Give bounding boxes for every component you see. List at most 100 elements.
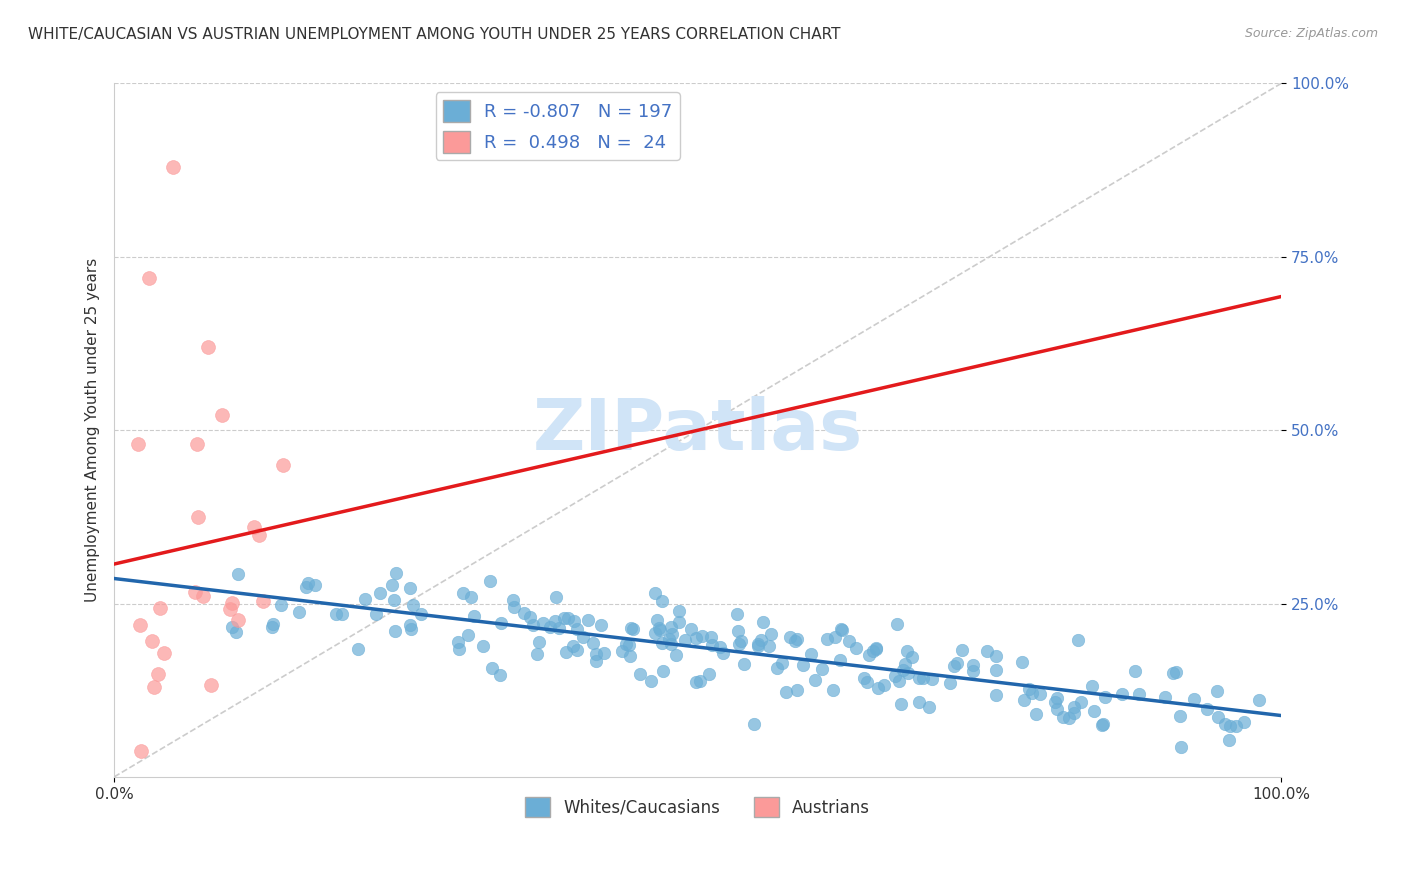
Point: [1063, 699, 1085, 714]
Point: [1011, 656, 1033, 670]
Point: [659, 620, 682, 634]
Point: [460, 590, 482, 604]
Point: [1052, 710, 1074, 724]
Point: [775, 685, 797, 699]
Point: [354, 592, 377, 607]
Point: [792, 658, 814, 673]
Point: [1170, 740, 1192, 755]
Point: [779, 631, 801, 645]
Legend: Whites/Caucasians, Austrians: Whites/Caucasians, Austrians: [519, 790, 877, 824]
Point: [711, 646, 734, 660]
Point: [1247, 693, 1270, 707]
Point: [576, 613, 599, 627]
Point: [1123, 664, 1146, 678]
Point: [883, 669, 905, 683]
Point: [1070, 696, 1092, 710]
Point: [685, 675, 707, 690]
Point: [364, 607, 387, 622]
Point: [752, 615, 775, 629]
Point: [557, 611, 579, 625]
Point: [294, 580, 316, 594]
Point: [382, 593, 405, 607]
Point: [385, 566, 408, 580]
Point: [471, 639, 494, 653]
Point: [1094, 690, 1116, 704]
Point: [1083, 705, 1105, 719]
Point: [617, 638, 640, 652]
Point: [648, 621, 671, 635]
Point: [288, 605, 311, 619]
Point: [489, 615, 512, 630]
Point: [865, 641, 887, 656]
Point: [191, 589, 214, 603]
Point: [162, 160, 184, 174]
Point: [402, 598, 425, 612]
Point: [804, 673, 827, 688]
Point: [463, 608, 485, 623]
Point: [1128, 688, 1150, 702]
Point: [950, 642, 973, 657]
Point: [1213, 717, 1236, 731]
Point: [399, 581, 422, 595]
Point: [945, 656, 967, 670]
Point: [853, 671, 876, 685]
Point: [152, 646, 174, 660]
Y-axis label: Unemployment Among Youth under 25 years: Unemployment Among Youth under 25 years: [86, 258, 100, 602]
Point: [399, 622, 422, 636]
Point: [184, 585, 207, 599]
Point: [709, 640, 731, 654]
Point: [962, 657, 984, 672]
Point: [591, 618, 613, 632]
Point: [127, 437, 149, 451]
Point: [219, 602, 242, 616]
Point: [211, 408, 233, 422]
Point: [984, 688, 1007, 702]
Point: [640, 673, 662, 688]
Point: [271, 458, 294, 472]
Point: [562, 639, 585, 653]
Point: [502, 592, 524, 607]
Point: [129, 744, 152, 758]
Point: [138, 270, 160, 285]
Point: [894, 657, 917, 671]
Point: [697, 667, 720, 681]
Point: [1012, 692, 1035, 706]
Point: [766, 661, 789, 675]
Point: [226, 613, 249, 627]
Point: [984, 648, 1007, 663]
Point: [146, 667, 169, 681]
Point: [976, 643, 998, 657]
Point: [889, 697, 911, 711]
Point: [887, 673, 910, 688]
Point: [815, 632, 838, 646]
Point: [503, 599, 526, 614]
Point: [187, 509, 209, 524]
Point: [547, 621, 569, 635]
Point: [939, 676, 962, 690]
Point: [896, 644, 918, 658]
Point: [221, 620, 243, 634]
Point: [785, 633, 807, 648]
Point: [733, 657, 755, 671]
Text: WHITE/CAUCASIAN VS AUSTRIAN UNEMPLOYMENT AMONG YOUTH UNDER 25 YEARS CORRELATION : WHITE/CAUCASIAN VS AUSTRIAN UNEMPLOYMENT…: [28, 27, 841, 42]
Point: [727, 624, 749, 638]
Point: [725, 607, 748, 622]
Point: [800, 647, 823, 661]
Point: [384, 624, 406, 638]
Point: [297, 576, 319, 591]
Point: [304, 578, 326, 592]
Point: [585, 654, 607, 668]
Point: [1111, 686, 1133, 700]
Point: [221, 596, 243, 610]
Point: [830, 622, 852, 636]
Point: [673, 632, 696, 647]
Point: [831, 623, 853, 637]
Point: [644, 626, 666, 640]
Point: [824, 630, 846, 644]
Point: [690, 629, 713, 643]
Point: [225, 624, 247, 639]
Point: [668, 604, 690, 618]
Point: [685, 631, 707, 645]
Point: [730, 634, 752, 648]
Point: [1025, 707, 1047, 722]
